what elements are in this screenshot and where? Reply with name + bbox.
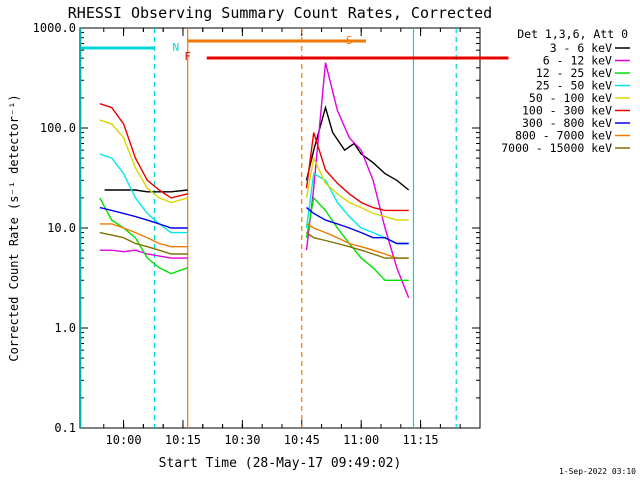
y-tick-label: 1000.0: [33, 21, 76, 35]
legend-label: 100 - 300 keV: [522, 104, 612, 118]
timestamp: 1-Sep-2022 03:10: [559, 467, 636, 476]
series-line: [305, 172, 409, 245]
plot-frame: [79, 27, 481, 429]
y-tick-label: 100.0: [40, 121, 76, 135]
chart-title: RHESSI Observing Summary Count Rates, Co…: [68, 4, 492, 22]
series-line: [306, 207, 409, 245]
series-line: [306, 232, 409, 259]
legend-label: 6 - 12 keV: [543, 54, 612, 68]
x-tick-label: 11:00: [343, 433, 379, 447]
series-line: [99, 119, 188, 204]
series-line: [99, 153, 188, 234]
x-tick-label: 10:30: [224, 433, 260, 447]
series-line: [305, 62, 410, 299]
series-line: [99, 249, 188, 259]
y-tick-label: 1.0: [54, 321, 76, 335]
x-tick-label: 10:15: [165, 433, 201, 447]
x-axis-label: Start Time (28-May-17 09:49:02): [159, 456, 402, 471]
x-tick-label: 10:00: [106, 433, 142, 447]
plot-area: 0.1 1.0 10.0 100.0 1000.0 10:00 10:15 10:30 10:4…: [33, 21, 509, 447]
y-tick-label: 10.0: [47, 221, 76, 235]
series-line: [305, 132, 409, 212]
x-tick-label: 11:15: [403, 433, 439, 447]
legend-label: 7000 - 15000 keV: [501, 141, 612, 155]
legend-label: 3 - 6 keV: [550, 41, 612, 55]
legend-label: 300 - 800 keV: [522, 116, 612, 130]
series-line: [99, 223, 188, 248]
legend-label: 50 - 100 keV: [529, 91, 612, 105]
series-line: [99, 103, 188, 199]
legend-header: Det 1,3,6, Att 0: [517, 27, 628, 41]
flag-label: N: [173, 41, 180, 54]
flag-label: S: [346, 34, 353, 47]
series-line: [306, 223, 409, 259]
legend-label: 12 - 25 keV: [536, 66, 612, 80]
series-line: [305, 196, 409, 281]
legend-label: 800 - 7000 keV: [515, 129, 612, 143]
legend-label: 25 - 50 keV: [536, 79, 612, 93]
flag-label: F: [184, 50, 191, 63]
y-tick-label: 0.1: [54, 421, 76, 435]
x-tick-label: 10:45: [284, 433, 320, 447]
series-line: [99, 231, 188, 255]
series-line: [305, 155, 409, 221]
series-line: [104, 189, 188, 193]
series-line: [99, 206, 188, 229]
series-line: [99, 197, 188, 275]
y-axis-label: Corrected Count Rate (s⁻¹ detector⁻¹): [7, 94, 21, 361]
